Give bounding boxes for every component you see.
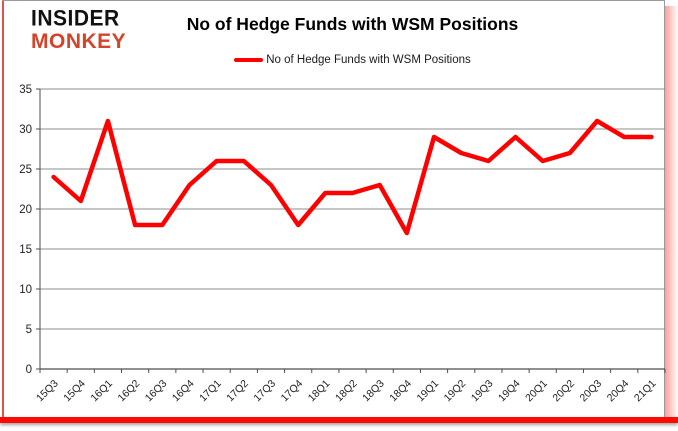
insider-monkey-logo: INSIDER MONKEY <box>31 6 127 53</box>
y-tick-label: 5 <box>26 324 32 336</box>
x-tick-label: 20Q1 <box>523 378 550 405</box>
y-tick-label: 25 <box>19 164 32 176</box>
chart-title: No of Hedge Funds with WSM Positions <box>186 14 519 34</box>
x-tick-label: 16Q1 <box>88 378 115 405</box>
x-tick-label: 17Q3 <box>251 378 278 405</box>
x-tick-label: 18Q3 <box>360 378 387 405</box>
logo-monkey-text: MONKEY <box>31 30 127 53</box>
frame-top-line <box>2 0 665 1</box>
x-tick-label: 19Q2 <box>442 378 469 405</box>
x-tick-label: 17Q1 <box>197 378 224 405</box>
x-tick-label: 19Q4 <box>496 378 523 405</box>
y-tick-label: 10 <box>19 284 32 296</box>
x-tick-label: 20Q2 <box>550 378 577 405</box>
y-tick-label: 30 <box>19 124 32 136</box>
frame-left-red-strip <box>2 1 4 417</box>
x-tick-label: 16Q2 <box>116 378 143 405</box>
x-tick-label: 15Q3 <box>34 378 61 405</box>
frame-right-red-glow <box>665 6 678 418</box>
x-tick-label: 17Q4 <box>279 378 306 405</box>
y-tick-label: 20 <box>19 204 32 216</box>
x-tick-label: 18Q4 <box>387 378 414 405</box>
legend-label: No of Hedge Funds with WSM Positions <box>266 54 471 66</box>
logo-insider-text: INSIDER <box>31 6 120 31</box>
y-tick-label: 15 <box>19 244 32 256</box>
x-tick-label: 15Q4 <box>61 378 88 405</box>
frame-bottom-red-bar <box>0 417 678 423</box>
x-tick-label: 18Q2 <box>333 378 360 405</box>
x-tick-label: 16Q4 <box>170 378 197 405</box>
legend-line-swatch <box>234 57 264 63</box>
x-tick-label: 21Q1 <box>632 378 659 405</box>
x-tick-label: 16Q3 <box>143 378 170 405</box>
series-line <box>51 118 654 236</box>
x-tick-label: 19Q1 <box>414 378 441 405</box>
x-tick-label: 17Q2 <box>224 378 251 405</box>
x-tick-label: 20Q4 <box>605 378 632 405</box>
y-tick-label: 0 <box>26 364 32 376</box>
y-tick-label: 35 <box>19 84 32 96</box>
x-tick-label: 20Q3 <box>578 378 605 405</box>
x-tick-label: 19Q3 <box>469 378 496 405</box>
chart-legend: No of Hedge Funds with WSM Positions <box>40 54 665 66</box>
x-tick-label: 18Q1 <box>306 378 333 405</box>
